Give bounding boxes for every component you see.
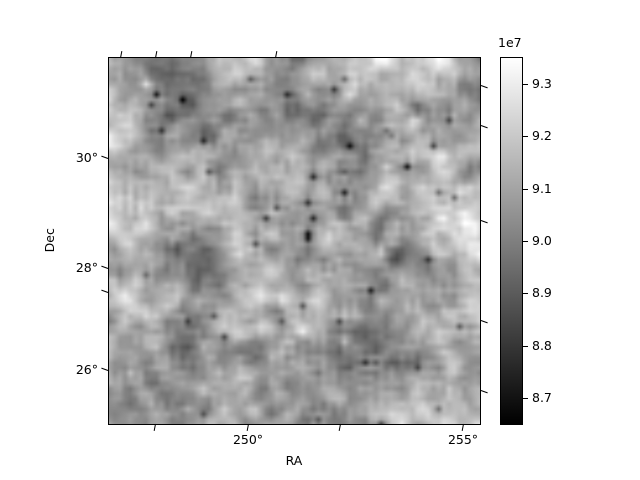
x-tick-label: 250° <box>232 432 264 447</box>
colorbar-tick-label: 8.8 <box>532 337 552 353</box>
y-tick-label: 26° <box>75 361 98 377</box>
right-tick-mark <box>480 125 488 129</box>
colorbar-tick-mark <box>523 189 528 190</box>
colorbar-tick-mark <box>523 398 528 399</box>
y-tick-label: 30° <box>75 149 98 165</box>
x-tick-mark <box>461 423 464 431</box>
colorbar-tick-label: 9.3 <box>532 75 552 91</box>
colorbar-tick-mark <box>523 293 528 294</box>
colorbar-offset-text: 1e7 <box>498 35 522 50</box>
colorbar-tick-label: 9.1 <box>532 180 552 196</box>
x-tick-mark <box>338 423 341 431</box>
colorbar-tick-label: 8.7 <box>532 389 552 405</box>
right-tick-mark <box>480 220 488 224</box>
heatmap-image <box>109 58 480 424</box>
colorbar-tick-label: 9.2 <box>532 127 552 143</box>
colorbar <box>500 57 523 425</box>
colorbar-tick-mark <box>523 136 528 137</box>
heatmap-axes <box>108 57 481 425</box>
colorbar-tick-label: 9.0 <box>532 232 552 248</box>
right-tick-mark <box>480 320 488 324</box>
x-tick-mark <box>153 423 156 431</box>
right-tick-mark <box>480 390 488 394</box>
x-axis-label: RA <box>285 453 303 468</box>
right-tick-mark <box>480 85 488 89</box>
x-tick-label: 255° <box>447 432 479 447</box>
y-tick-label: 28° <box>75 259 98 275</box>
colorbar-tick-mark <box>523 346 528 347</box>
colorbar-tick-mark <box>523 241 528 242</box>
colorbar-tick-mark <box>523 84 528 85</box>
x-tick-mark <box>246 423 249 431</box>
colorbar-tick-label: 8.9 <box>532 284 552 300</box>
y-axis-label: Dec <box>41 228 57 253</box>
